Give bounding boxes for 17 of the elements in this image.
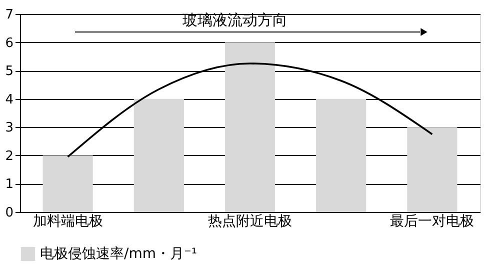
x-tick-label: 热点附近电极 bbox=[208, 214, 292, 230]
y-tick-label: 3 bbox=[5, 120, 14, 136]
bar bbox=[224, 42, 276, 212]
y-tick-label: 2 bbox=[5, 148, 14, 164]
bar bbox=[407, 127, 458, 212]
x-tick-label: 最后一对电极 bbox=[390, 214, 474, 230]
legend-label: 电极侵蚀速率/mm・月⁻¹ bbox=[40, 246, 197, 262]
y-tick-label: 6 bbox=[5, 36, 14, 51]
y-tick-label: 0 bbox=[5, 206, 14, 220]
bar bbox=[134, 98, 184, 212]
y-tick-label: 1 bbox=[5, 177, 14, 192]
y-tick-label: 7 bbox=[5, 8, 14, 22]
y-tick-label: 5 bbox=[5, 64, 14, 80]
bar bbox=[42, 155, 93, 212]
y-tick-label: 4 bbox=[5, 92, 14, 108]
x-tick-label: 加料端电极 bbox=[32, 214, 103, 230]
bar bbox=[316, 98, 366, 212]
